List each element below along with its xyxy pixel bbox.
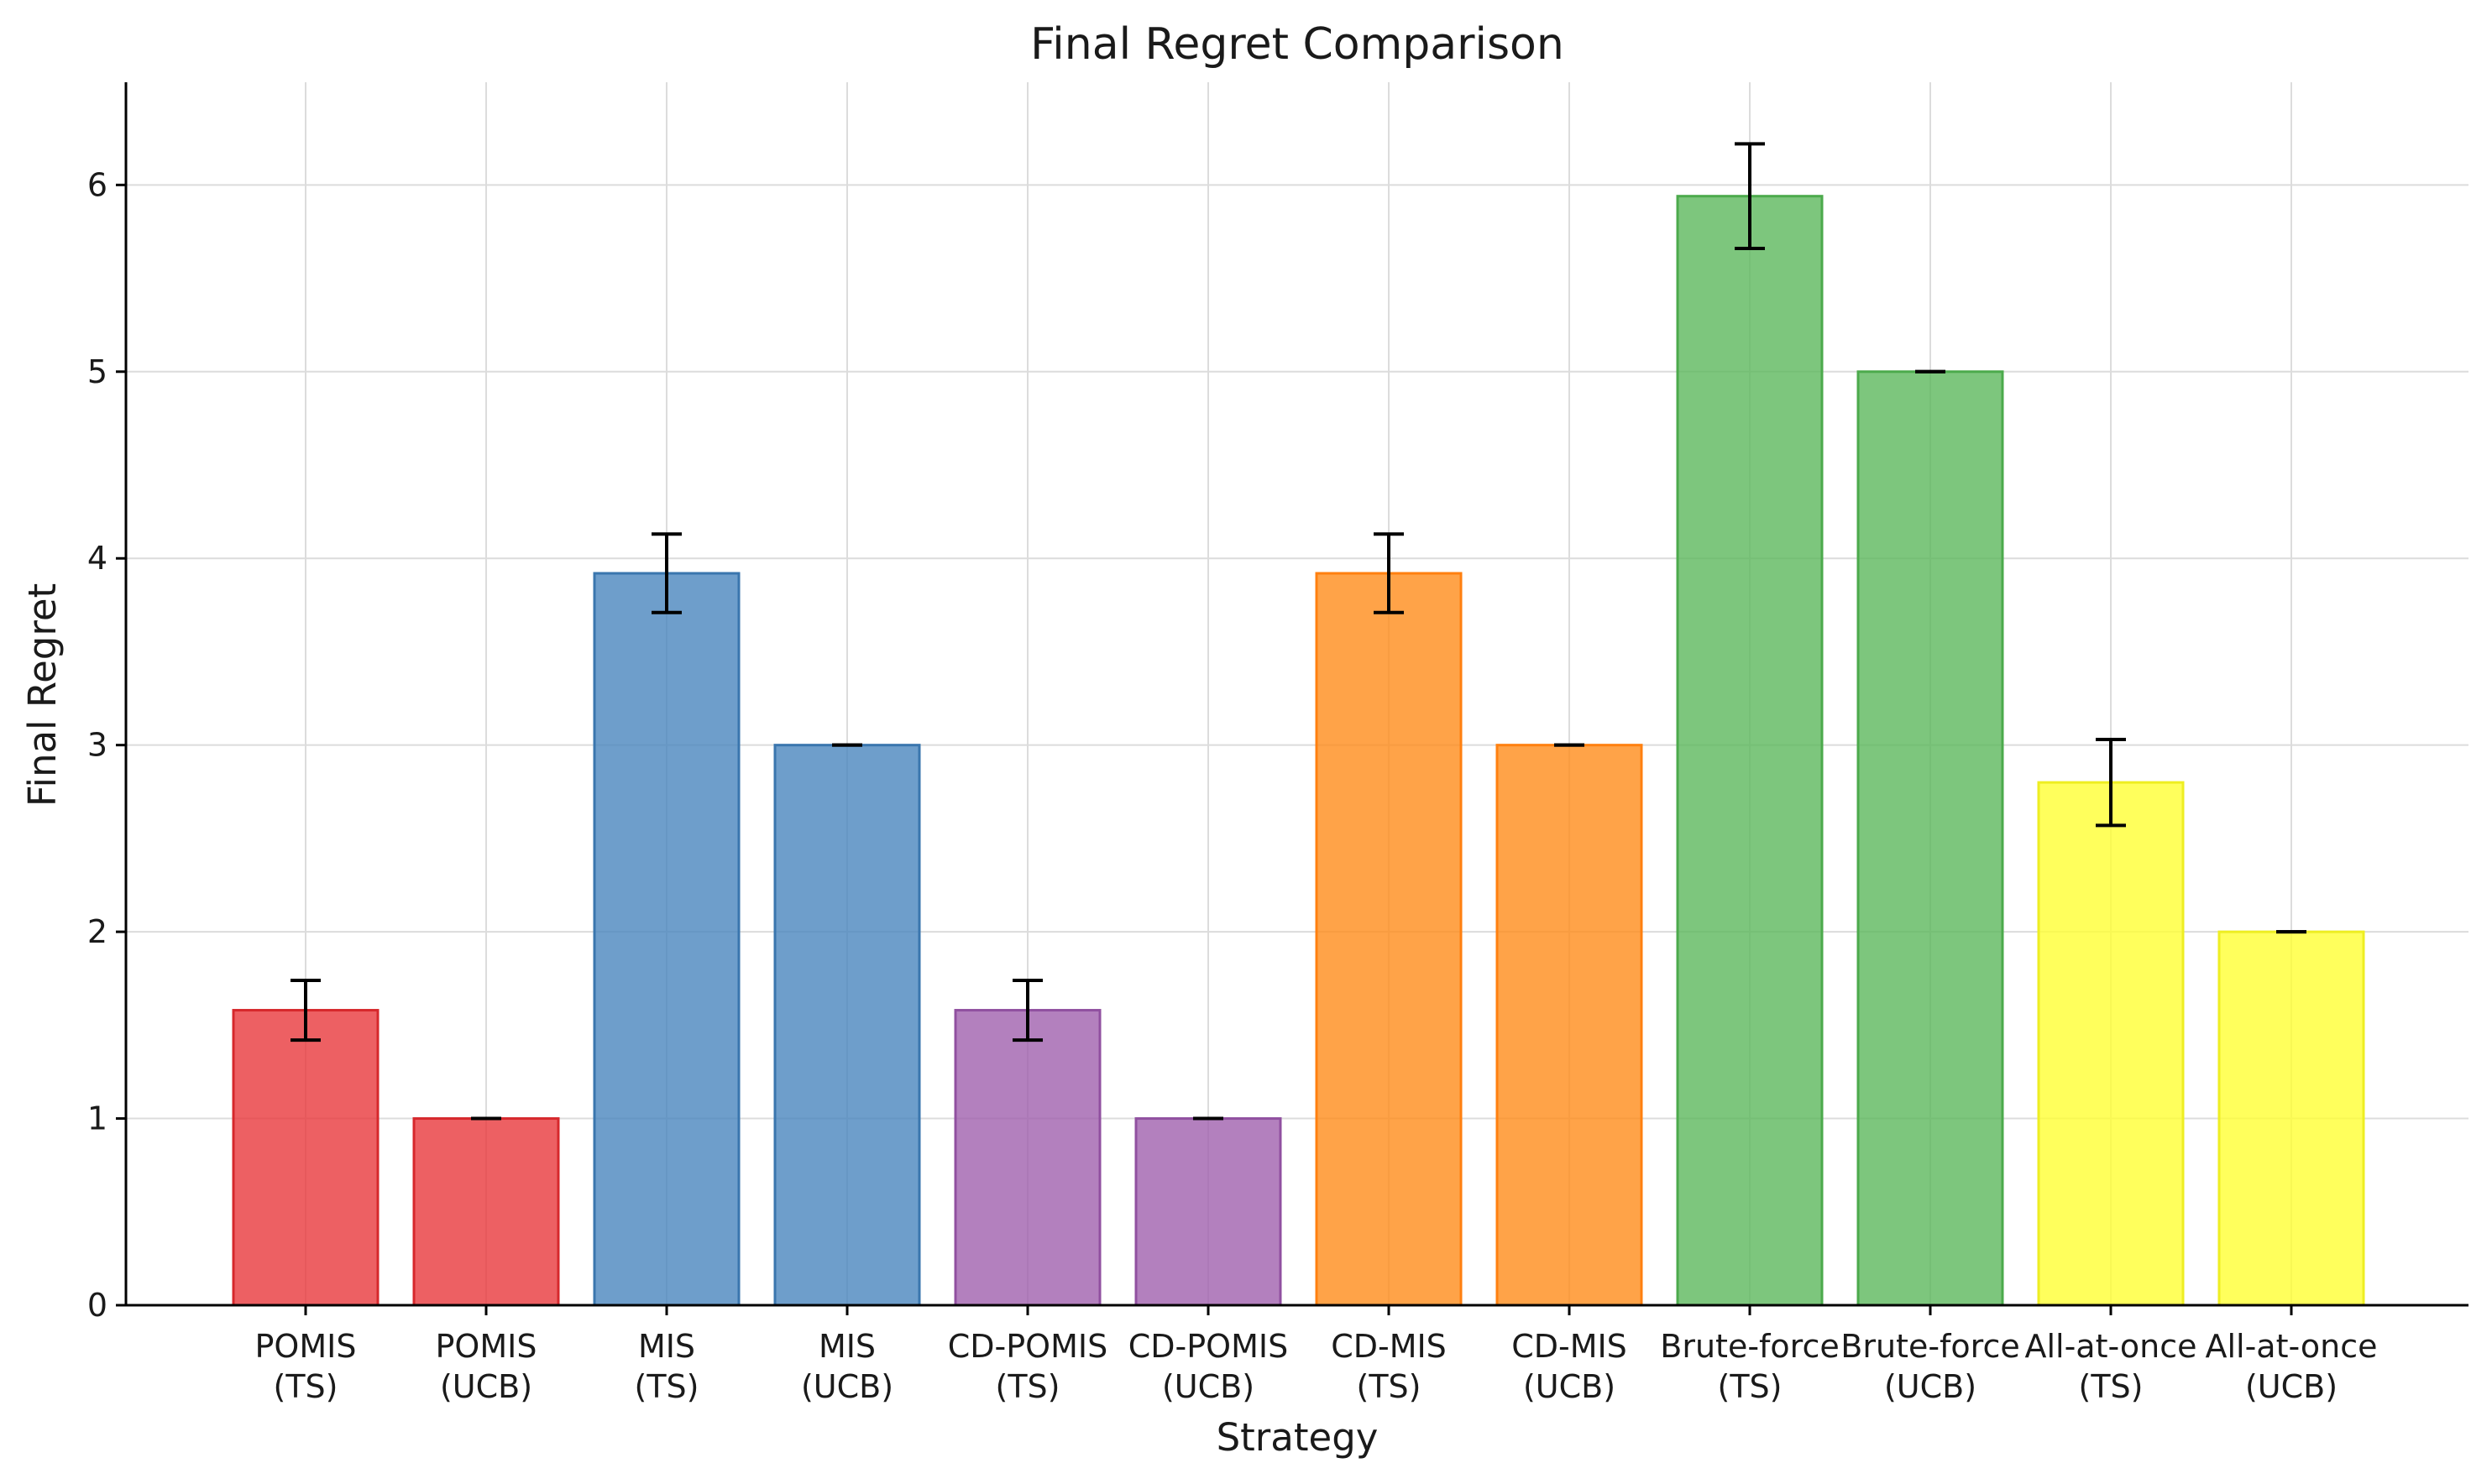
bar [232, 1009, 380, 1307]
tick-labels: 0123456POMIS(TS)POMIS(UCB)MIS(TS)MIS(UCB… [87, 166, 2378, 1405]
x-axis-title: Strategy [1217, 1415, 1379, 1460]
x-tick-label: MIS [638, 1328, 695, 1365]
x-tick-label: Brute-force [1840, 1328, 2019, 1365]
y-tick-label: 6 [87, 166, 107, 203]
y-axis-title: Final Regret [20, 583, 65, 807]
error-bar [2096, 737, 2126, 828]
error-bars [291, 142, 2306, 1121]
error-bar [1013, 978, 1043, 1042]
x-tick-sublabel: (TS) [274, 1368, 338, 1405]
x-tick-sublabel: (UCB) [1884, 1368, 1976, 1405]
error-bar [1735, 142, 1765, 250]
bar [1495, 744, 1643, 1307]
bar [2037, 781, 2185, 1307]
x-tick-sublabel: (UCB) [801, 1368, 893, 1405]
y-tick-label: 4 [87, 540, 107, 577]
bar [773, 744, 921, 1307]
x-tick-label: All-at-once [2205, 1328, 2377, 1365]
x-tick-sublabel: (UCB) [2245, 1368, 2338, 1405]
y-tick-label: 2 [87, 913, 107, 950]
x-tick-label: CD-MIS [1511, 1328, 1627, 1365]
x-tick-label: POMIS [255, 1328, 357, 1365]
bar [1676, 195, 1824, 1307]
error-bar [1374, 532, 1404, 614]
x-tick-label: Brute-force [1660, 1328, 1839, 1365]
bar [1315, 572, 1463, 1307]
bar [954, 1009, 1102, 1307]
bar [1134, 1117, 1282, 1307]
x-tick-sublabel: (UCB) [1162, 1368, 1254, 1405]
x-tick-label: MIS [819, 1328, 876, 1365]
x-tick-sublabel: (TS) [996, 1368, 1060, 1405]
x-tick-sublabel: (TS) [1718, 1368, 1783, 1405]
bar [1856, 370, 2004, 1307]
bar [593, 572, 741, 1307]
y-tick-label: 1 [87, 1100, 107, 1137]
y-tick-label: 0 [87, 1287, 107, 1324]
bar [2217, 930, 2365, 1307]
x-tick-sublabel: (TS) [1357, 1368, 1421, 1405]
error-bar [652, 532, 682, 614]
bar [412, 1117, 560, 1307]
axes [116, 82, 2468, 1315]
x-tick-sublabel: (TS) [2079, 1368, 2144, 1405]
error-bar [291, 978, 321, 1042]
y-tick-label: 5 [87, 353, 107, 390]
chart-title: Final Regret Comparison [1030, 19, 1564, 70]
x-tick-sublabel: (UCB) [440, 1368, 532, 1405]
y-tick-label: 3 [87, 727, 107, 764]
bars [232, 195, 2365, 1307]
x-tick-label: CD-POMIS [1128, 1328, 1288, 1365]
x-tick-sublabel: (UCB) [1523, 1368, 1615, 1405]
x-tick-sublabel: (TS) [635, 1368, 699, 1405]
x-tick-label: All-at-once [2024, 1328, 2196, 1365]
x-tick-label: POMIS [436, 1328, 537, 1365]
x-tick-label: CD-MIS [1331, 1328, 1447, 1365]
x-tick-label: CD-POMIS [948, 1328, 1107, 1365]
